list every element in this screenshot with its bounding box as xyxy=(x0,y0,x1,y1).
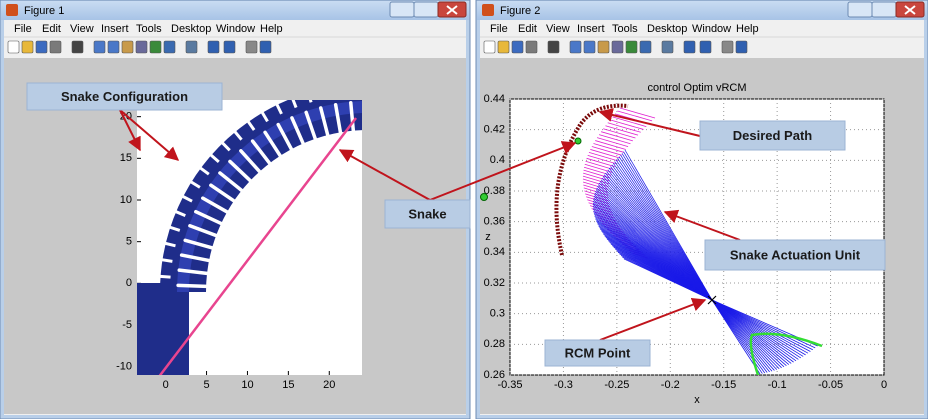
toolbar-button[interactable] xyxy=(150,41,161,53)
y-tick-label: 0.34 xyxy=(484,246,505,258)
toolbar-button[interactable] xyxy=(22,41,33,53)
callout-label: Snake Actuation Unit xyxy=(730,247,861,262)
toolbar-button[interactable] xyxy=(700,41,711,53)
menu-item[interactable]: Desktop xyxy=(647,23,687,35)
menu-item[interactable]: Edit xyxy=(518,23,537,35)
y-tick-label: 5 xyxy=(126,236,132,248)
toolbar-button[interactable] xyxy=(36,41,47,53)
menu-item[interactable]: Insert xyxy=(577,23,605,35)
y-tick-label: 0.3 xyxy=(490,308,505,320)
minimize-button[interactable] xyxy=(390,2,414,17)
menu-item[interactable]: Help xyxy=(260,23,283,35)
x-tick-label: -0.25 xyxy=(604,379,629,391)
menu-item[interactable]: Desktop xyxy=(171,23,211,35)
y-tick-label: 0.28 xyxy=(484,338,505,350)
x-tick-label: -0.05 xyxy=(818,379,843,391)
toolbar-button[interactable] xyxy=(260,41,271,53)
menu-item[interactable]: Insert xyxy=(101,23,129,35)
toolbar-button[interactable] xyxy=(662,41,673,53)
x-tick-label: 0 xyxy=(163,379,169,391)
menu-item[interactable]: Tools xyxy=(612,23,638,35)
y-tick-label: -10 xyxy=(116,361,132,373)
x-tick-label: 10 xyxy=(241,379,253,391)
toolbar-button[interactable] xyxy=(108,41,119,53)
toolbar-button[interactable] xyxy=(94,41,105,53)
y-tick-label: 0.36 xyxy=(484,216,505,228)
menu-item[interactable]: File xyxy=(14,23,32,35)
window-icon xyxy=(6,4,18,16)
y-tick-label: 0.26 xyxy=(484,369,505,381)
toolbar-button[interactable] xyxy=(8,41,19,53)
x-axis-label: x xyxy=(694,394,700,406)
callout-label: Snake xyxy=(408,206,446,221)
snake-base xyxy=(137,283,189,375)
toolbar-button[interactable] xyxy=(640,41,651,53)
x-tick-label: 20 xyxy=(323,379,335,391)
y-tick-label: 0.4 xyxy=(490,154,505,166)
toolbar-button[interactable] xyxy=(736,41,747,53)
menu-item[interactable]: Edit xyxy=(42,23,61,35)
toolbar-button[interactable] xyxy=(164,41,175,53)
toolbar-button[interactable] xyxy=(498,41,509,53)
toolbar-button[interactable] xyxy=(186,41,197,53)
toolbar-button[interactable] xyxy=(526,41,537,53)
toolbar-button[interactable] xyxy=(626,41,637,53)
x-tick-label: 15 xyxy=(282,379,294,391)
window-title: Figure 2 xyxy=(500,5,540,17)
x-tick-label: -0.3 xyxy=(554,379,573,391)
menu-item[interactable]: File xyxy=(490,23,508,35)
snake-gap xyxy=(159,259,173,261)
snake-gap xyxy=(157,276,171,277)
y-tick-label: 0.44 xyxy=(484,93,505,105)
plot-title: control Optim vRCM xyxy=(647,82,746,94)
window: Figure 2 File Edit View Insert Tools Desktop Wi… xyxy=(476,0,928,419)
minimize-button[interactable] xyxy=(848,2,872,17)
y-tick-label: 0.42 xyxy=(484,124,505,136)
x-tick-label: 5 xyxy=(203,379,209,391)
toolbar-button[interactable] xyxy=(612,41,623,53)
toolbar-button[interactable] xyxy=(50,41,61,53)
toolbar-button[interactable] xyxy=(224,41,235,53)
toolbar-button[interactable] xyxy=(684,41,695,53)
green-marker xyxy=(481,194,488,201)
x-tick-label: -0.2 xyxy=(661,379,680,391)
screen: Figure 1 File Edit View Insert Tools Desktop Wi… xyxy=(0,0,928,419)
toolbar-button[interactable] xyxy=(548,41,559,53)
y-tick-label: 0.32 xyxy=(484,277,505,289)
maximize-button[interactable] xyxy=(872,2,896,17)
menu-item[interactable]: View xyxy=(70,23,94,35)
y-axis-label: z xyxy=(485,231,491,243)
menu-item[interactable]: Window xyxy=(692,23,731,35)
menu-item[interactable]: Window xyxy=(216,23,255,35)
toolbar-button[interactable] xyxy=(512,41,523,53)
toolbar-button[interactable] xyxy=(72,41,83,53)
window-icon xyxy=(482,4,494,16)
x-tick-label: -0.1 xyxy=(768,379,787,391)
y-tick-label: 0 xyxy=(126,277,132,289)
callout-label: Desired Path xyxy=(733,128,813,143)
maximize-button[interactable] xyxy=(414,2,438,17)
toolbar-button[interactable] xyxy=(246,41,257,53)
toolbar-button[interactable] xyxy=(208,41,219,53)
toolbar-button[interactable] xyxy=(570,41,581,53)
window-title: Figure 1 xyxy=(24,5,64,17)
x-tick-label: 0 xyxy=(881,379,887,391)
callout-label: Snake Configuration xyxy=(61,89,188,104)
y-tick-label: 10 xyxy=(120,194,132,206)
snake-slit xyxy=(178,285,210,286)
green-marker xyxy=(575,138,581,144)
menu-item[interactable]: Tools xyxy=(136,23,162,35)
y-tick-label: 15 xyxy=(120,152,132,164)
toolbar-button[interactable] xyxy=(722,41,733,53)
toolbar-button[interactable] xyxy=(598,41,609,53)
menu-item[interactable]: View xyxy=(546,23,570,35)
menu-item[interactable]: Help xyxy=(736,23,759,35)
toolbar-button[interactable] xyxy=(484,41,495,53)
callout-label: RCM Point xyxy=(565,345,631,360)
toolbar-button[interactable] xyxy=(584,41,595,53)
toolbar-button[interactable] xyxy=(136,41,147,53)
toolbar-button[interactable] xyxy=(122,41,133,53)
y-tick-label: -5 xyxy=(122,319,132,331)
x-tick-label: -0.15 xyxy=(711,379,736,391)
